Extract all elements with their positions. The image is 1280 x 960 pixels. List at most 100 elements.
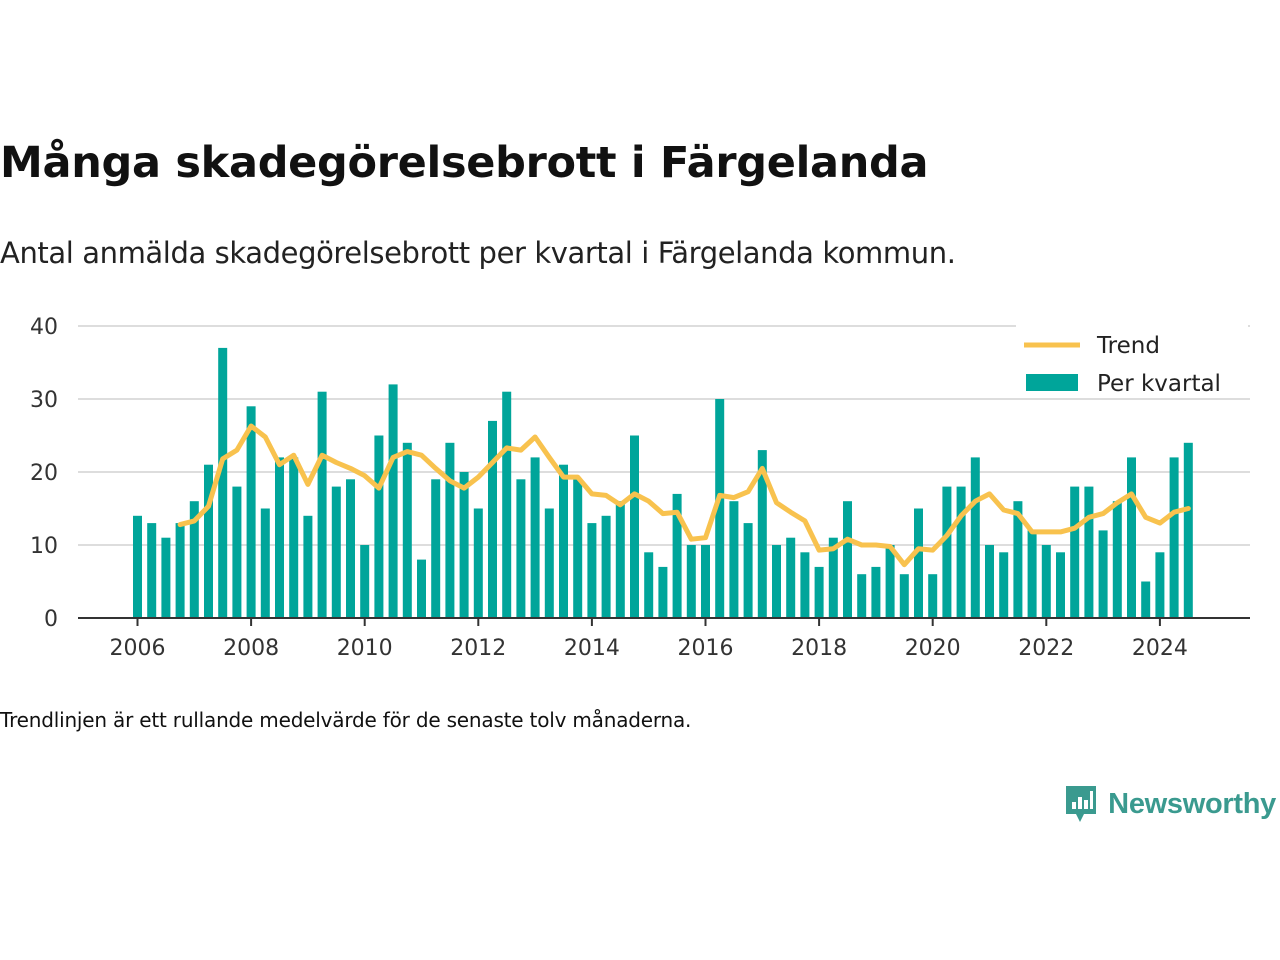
x-tick-label: 2022 (1018, 636, 1074, 661)
bar (715, 399, 725, 618)
bar (786, 537, 796, 618)
bar (871, 566, 881, 618)
bar (317, 391, 327, 618)
bar (1112, 501, 1122, 618)
x-tick-label: 2006 (110, 636, 166, 661)
bar (417, 559, 426, 618)
bar (388, 384, 398, 618)
bar (843, 501, 852, 618)
bar (601, 515, 611, 618)
bar (275, 457, 284, 618)
bar (658, 566, 668, 618)
footnote: Trendlinjen är ett rullande medelvärde f… (0, 708, 692, 732)
bar (800, 552, 810, 618)
bar (757, 450, 767, 618)
bar (999, 552, 1009, 618)
newsworthy-logo-icon (1066, 786, 1097, 822)
bar (1127, 457, 1136, 618)
bar (686, 545, 696, 618)
x-tick-label: 2012 (450, 636, 506, 661)
bar (516, 479, 526, 618)
x-tick-label: 2020 (905, 636, 961, 661)
bar (857, 574, 867, 618)
legend-label-trend: Trend (1096, 333, 1160, 359)
x-tick-label: 2024 (1132, 636, 1188, 661)
x-tick-label: 2016 (678, 636, 734, 661)
bar (672, 493, 682, 618)
bar (488, 420, 497, 618)
bar (189, 501, 199, 618)
bar (644, 552, 654, 618)
bar (133, 515, 142, 618)
brand-name: Newsworthy (1108, 787, 1276, 820)
legend-label-per-kvartal: Per kvartal (1097, 371, 1221, 397)
y-tick-label: 40 (30, 315, 58, 340)
bar (928, 574, 938, 618)
bar (1013, 501, 1023, 618)
trend-line (177, 423, 1191, 568)
x-tick-label: 2008 (223, 636, 279, 661)
bar (1027, 530, 1037, 618)
bar (1070, 486, 1080, 618)
bar (374, 435, 384, 618)
bar (473, 508, 483, 618)
bar (899, 574, 909, 618)
legend-swatch-per-kvartal (1026, 374, 1078, 391)
bar (729, 501, 739, 618)
y-tick-label: 30 (30, 388, 58, 413)
bar (218, 347, 228, 618)
bar (175, 523, 185, 618)
bar (573, 479, 583, 618)
bar (743, 523, 753, 618)
brand: Newsworthy (1064, 784, 1276, 824)
bar (914, 508, 923, 618)
y-tick-label: 0 (44, 607, 58, 632)
bar (885, 545, 895, 618)
bar (289, 457, 299, 618)
bar (204, 464, 213, 618)
x-tick-label: 2010 (337, 636, 393, 661)
bar (828, 537, 838, 618)
bar (814, 566, 824, 618)
legend: Trend Per kvartal (1016, 324, 1248, 398)
bar (701, 545, 710, 618)
bar (1056, 552, 1065, 618)
bar (1169, 457, 1179, 618)
bar (559, 464, 568, 618)
bar (1084, 486, 1094, 618)
x-tick-label: 2014 (564, 636, 620, 661)
chart-subtitle: Antal anmälda skadegörelsebrott per kvar… (0, 236, 956, 270)
bar (303, 515, 313, 618)
bar (1098, 530, 1108, 618)
bar (346, 479, 355, 618)
bar (331, 486, 341, 618)
bar-series (133, 347, 1193, 618)
bar (942, 486, 952, 618)
trend-series (177, 423, 1191, 568)
bar (587, 523, 597, 618)
bar (956, 486, 966, 618)
bar (630, 435, 639, 618)
bar (1155, 552, 1165, 618)
bar (970, 457, 980, 618)
y-tick-label: 10 (30, 534, 58, 559)
bar (360, 545, 370, 618)
bar (161, 537, 171, 618)
bar (459, 472, 469, 618)
chart-area: 0 10 20 30 40 2006 2008 2010 2012 2014 2016 2018 202… (30, 315, 1250, 661)
y-tick-label: 20 (30, 461, 58, 486)
bar (985, 545, 994, 618)
bar (615, 501, 625, 618)
bar (1041, 545, 1051, 618)
bar (1141, 581, 1151, 618)
axes: 0 10 20 30 40 2006 2008 2010 2012 2014 2016 2018 202… (30, 315, 1250, 661)
bar (232, 486, 242, 618)
bar (772, 545, 781, 618)
bar (1183, 442, 1193, 618)
bar (246, 406, 256, 618)
bar (502, 391, 512, 618)
bar (544, 508, 554, 618)
bar (431, 479, 441, 618)
bar (147, 523, 157, 618)
bar (445, 442, 455, 618)
